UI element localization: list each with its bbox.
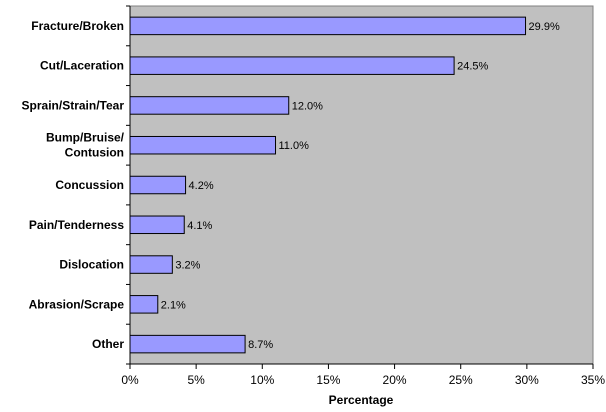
data-label: 4.1% [187, 220, 212, 232]
data-labels: 29.9% 24.5% 12.0% 11.0% 4.2% 4.1% 3.2% 2.1% 8.7% [161, 21, 560, 351]
category-label: Abrasion/Scrape [29, 297, 125, 311]
x-axis-title: Percentage [329, 393, 394, 407]
data-label: 12.0% [292, 100, 323, 112]
bar [129, 96, 290, 115]
bar [129, 295, 159, 314]
x-tick-label: 30% [515, 373, 539, 387]
x-tick-label: 15% [316, 373, 340, 387]
category-label: Other [92, 337, 124, 351]
data-label: 24.5% [457, 61, 488, 73]
data-label: 29.9% [529, 21, 560, 33]
category-label: Dislocation [59, 258, 124, 272]
x-tick-label: 0% [121, 373, 139, 387]
category-label: Bump/Bruise/Contusion [46, 131, 125, 160]
bar [129, 16, 527, 36]
bar-group [129, 16, 527, 354]
x-axis-ticks: 0% 5% 10% 15% 20% 25% 30% 35% [121, 5, 605, 387]
x-tick-label: 10% [250, 373, 274, 387]
data-label: 11.0% [279, 140, 310, 152]
category-label: Concussion [55, 178, 124, 192]
data-label: 2.1% [161, 299, 186, 311]
category-label: Fracture/Broken [31, 19, 124, 33]
x-tick-label: 35% [581, 373, 605, 387]
x-tick-label: 25% [449, 373, 473, 387]
data-label: 3.2% [175, 260, 200, 272]
x-tick-label: 5% [187, 373, 205, 387]
data-label: 4.2% [189, 180, 214, 192]
bar [129, 334, 246, 354]
bar [129, 135, 277, 155]
data-label: 8.7% [248, 339, 273, 351]
category-label: Cut/Laceration [40, 59, 124, 73]
category-labels: Fracture/Broken Cut/Laceration Sprain/Stra… [22, 19, 125, 351]
x-tick-label: 20% [383, 373, 407, 387]
bar [129, 215, 185, 235]
category-label: Pain/Tenderness [29, 218, 124, 232]
bar [129, 175, 187, 195]
category-label: Sprain/Strain/Tear [22, 98, 125, 112]
bar [129, 255, 173, 274]
bar [129, 56, 455, 75]
